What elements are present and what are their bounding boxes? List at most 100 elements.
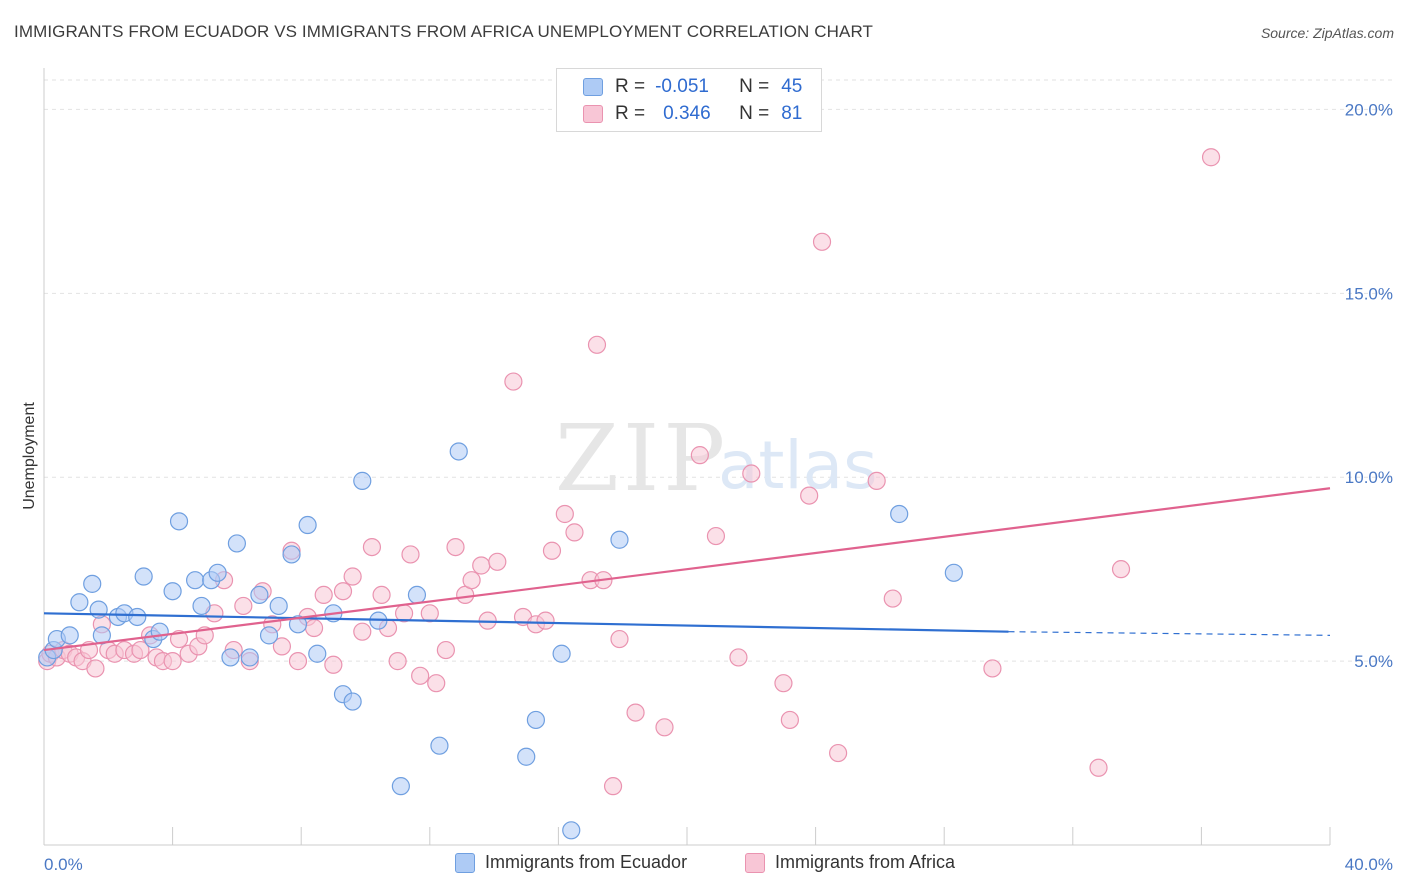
africa-point <box>742 464 761 483</box>
africa-point <box>488 552 507 571</box>
legend-r-label: R = <box>615 103 646 124</box>
africa-point <box>462 571 481 590</box>
series-legend-label-ecuador: Immigrants from Ecuador <box>485 852 688 872</box>
africa-point <box>163 652 182 671</box>
africa-point <box>401 545 420 564</box>
ecuador-point <box>944 563 963 582</box>
africa-point <box>706 526 726 546</box>
y-axis-tick-labels: 5.0% 10.0% 15.0% 20.0% <box>1345 100 1393 671</box>
ecuador-point <box>128 607 147 627</box>
africa-point <box>436 640 455 660</box>
africa-point <box>829 743 848 763</box>
africa-point <box>1201 148 1221 167</box>
legend-n-label: N = <box>739 103 770 124</box>
watermark-atlas: atlas <box>718 427 878 504</box>
ecuador-point <box>240 648 259 667</box>
ecuador-point <box>407 585 427 605</box>
africa-point <box>555 504 574 524</box>
africa-point <box>446 537 465 557</box>
ecuador-point <box>221 648 240 667</box>
africa-point <box>729 648 748 667</box>
ecuador-point <box>282 545 301 564</box>
africa-point <box>411 666 430 685</box>
ecuador-point <box>391 777 410 796</box>
africa-point <box>587 335 607 354</box>
y-tick-label: 10.0% <box>1345 468 1393 487</box>
ecuador-point <box>208 563 227 582</box>
series-legend-africa: Immigrants from Africa <box>745 852 955 873</box>
legend-r-value-africa: 0.346 <box>663 103 711 124</box>
africa-point <box>800 486 819 505</box>
ecuador-point <box>70 593 89 612</box>
africa-trend-line <box>43 487 1331 652</box>
ecuador-swatch <box>455 852 475 873</box>
watermark: ZIP atlas <box>555 405 878 512</box>
ecuador-trend-line <box>43 612 1009 633</box>
legend-row-ecuador: R = -0.051 N = 45 <box>583 75 802 99</box>
africa-point <box>626 703 645 722</box>
africa-point <box>288 652 308 671</box>
legend-r-value-ecuador: -0.051 <box>655 76 709 97</box>
legend-n-value-ecuador: 45 <box>781 76 803 97</box>
africa-point <box>542 541 562 560</box>
ecuador-point <box>343 692 362 711</box>
ecuador-point <box>517 747 536 766</box>
series-legend: Immigrants from Ecuador Immigrants from … <box>0 852 1406 876</box>
africa-point <box>536 611 555 630</box>
x-axis-ticks <box>43 827 1331 845</box>
africa-point <box>780 710 799 730</box>
africa-point <box>603 777 623 796</box>
ecuador-point <box>562 821 581 840</box>
africa-point <box>472 556 491 575</box>
legend-row-africa: R = 0.346 N = 81 <box>583 102 802 126</box>
africa-point <box>420 604 439 623</box>
y-tick-label: 15.0% <box>1345 284 1393 303</box>
ecuador-points <box>38 442 963 840</box>
africa-point <box>427 674 446 693</box>
ecuador-point <box>163 582 182 601</box>
legend-n-value-africa: 81 <box>781 103 803 124</box>
africa-point <box>867 471 886 490</box>
ecuador-swatch <box>583 78 603 96</box>
x-tick-label-max: 40.0% <box>1345 855 1393 874</box>
ecuador-point <box>227 534 246 553</box>
africa-point <box>304 618 324 638</box>
ecuador-point <box>134 567 153 586</box>
africa-point <box>314 585 333 605</box>
africa-point <box>883 589 902 608</box>
ecuador-point <box>259 626 279 645</box>
ecuador-point <box>169 512 189 531</box>
africa-point <box>169 629 189 649</box>
africa-swatch <box>745 852 765 873</box>
y-tick-label: 5.0% <box>1354 652 1393 671</box>
ecuador-point <box>526 710 545 730</box>
africa-point <box>655 718 674 737</box>
ecuador-point <box>353 471 372 490</box>
ecuador-point <box>308 644 327 663</box>
africa-point <box>388 652 407 671</box>
ecuador-point <box>552 644 571 663</box>
africa-point <box>983 659 1002 678</box>
ecuador-point <box>89 600 108 619</box>
x-tick-label-min: 0.0% <box>44 855 83 874</box>
africa-point <box>353 622 372 641</box>
africa-point <box>362 537 382 557</box>
africa-point <box>812 232 832 251</box>
y-axis-label: Unemployment <box>21 402 38 510</box>
ecuador-point <box>610 530 629 549</box>
ecuador-trend-extension <box>1008 631 1331 636</box>
ecuador-point <box>60 626 79 645</box>
africa-point <box>504 372 523 391</box>
series-legend-label-africa: Immigrants from Africa <box>775 852 956 872</box>
africa-point <box>372 585 391 605</box>
africa-point <box>272 637 292 656</box>
gridlines <box>44 79 1393 662</box>
africa-point <box>324 655 343 674</box>
ecuador-point <box>186 571 205 590</box>
correlation-legend: R = -0.051 N = 45 R = 0.346 N = 81 <box>556 68 822 132</box>
ecuador-point <box>288 615 308 634</box>
ecuador-point <box>192 596 211 616</box>
africa-point <box>1111 560 1131 579</box>
y-tick-label: 20.0% <box>1345 100 1393 119</box>
